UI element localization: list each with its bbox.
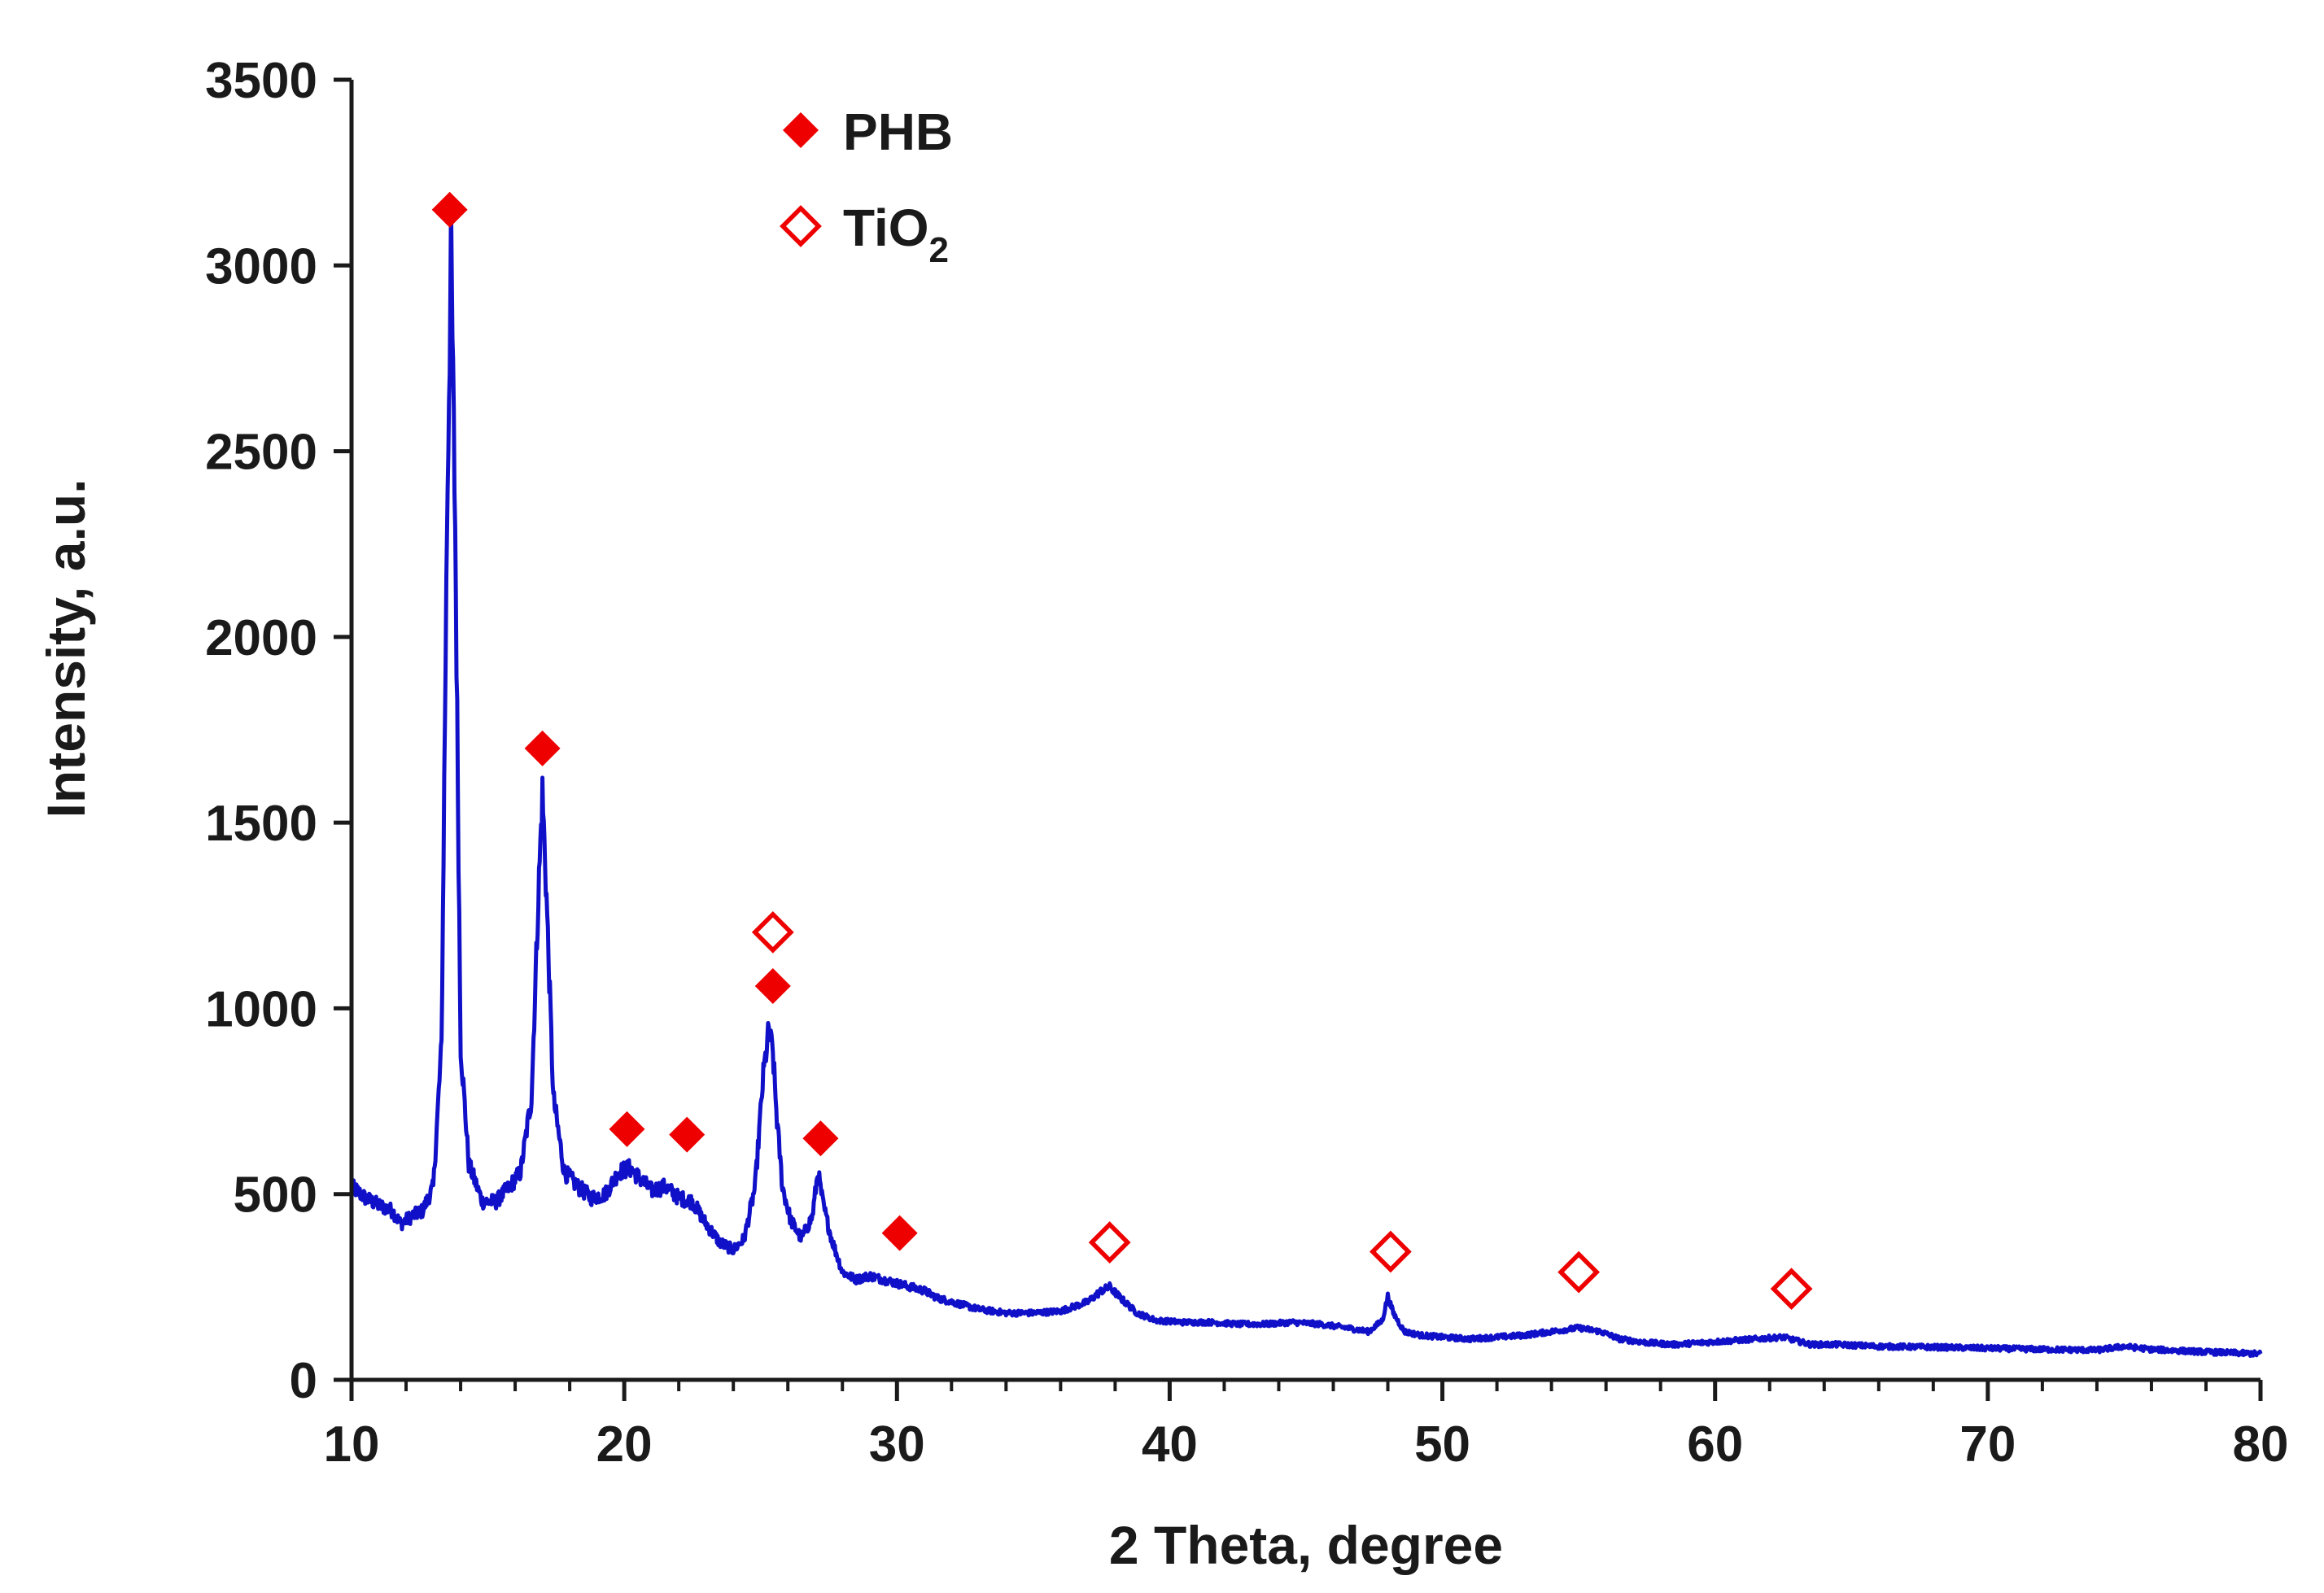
- phb-peak-marker: [881, 1215, 918, 1251]
- x-tick-label: 80: [2233, 1416, 2289, 1473]
- phb-peak-marker: [754, 968, 791, 1005]
- tio2-peak-marker: [1770, 1268, 1813, 1311]
- x-axis-title: 2 Theta, degree: [1109, 1515, 1503, 1575]
- x-tick-label: 30: [869, 1416, 925, 1473]
- phb-peak-marker: [669, 1116, 706, 1153]
- legend-label-phb: PHB: [843, 103, 953, 161]
- legend: PHB TiO2: [780, 103, 953, 270]
- x-tick-label: 10: [324, 1416, 380, 1473]
- legend-label-tio2: TiO2: [843, 199, 949, 270]
- tio2-peak-marker: [1370, 1230, 1412, 1273]
- legend-label-tio2-subscript: 2: [929, 230, 949, 270]
- tio2-peak-marker: [751, 910, 794, 954]
- x-tick-label: 50: [1414, 1416, 1470, 1473]
- x-tick-label: 40: [1142, 1416, 1198, 1473]
- markers-layer: [431, 191, 1813, 1311]
- y-tick-label: 3000: [205, 238, 317, 295]
- y-tick-label: 3500: [205, 53, 317, 109]
- y-tick-label: 1500: [205, 796, 317, 852]
- y-tick-label: 500: [234, 1167, 317, 1224]
- axes-layer: [349, 80, 2261, 1382]
- x-tick-label: 60: [1687, 1416, 1743, 1473]
- x-tick-label: 20: [596, 1416, 653, 1473]
- ticks-layer: 0 500 1000 1500 2000 2500 3000 3500 10 20 30 40 50 60…: [205, 53, 2288, 1473]
- legend-marker-tio2: [780, 205, 822, 247]
- phb-peak-marker: [524, 730, 561, 766]
- y-axis-title: Intensity, a.u.: [36, 479, 96, 818]
- legend-marker-phb: [783, 112, 819, 148]
- y-tick-label: 0: [290, 1353, 317, 1409]
- legend-label-tio2-main: TiO: [843, 199, 929, 257]
- phb-peak-marker: [802, 1120, 839, 1157]
- y-tick-label: 1000: [205, 981, 317, 1037]
- tio2-peak-marker: [1088, 1221, 1131, 1263]
- phb-peak-marker: [609, 1111, 645, 1147]
- tio2-peak-marker: [1557, 1250, 1601, 1294]
- y-tick-label: 2000: [205, 610, 317, 666]
- series-layer: [349, 200, 2263, 1358]
- phb-peak-marker: [431, 191, 468, 228]
- series-line-xrd: [349, 200, 2263, 1358]
- x-tick-label: 70: [1959, 1416, 2016, 1473]
- y-tick-label: 2500: [205, 425, 317, 481]
